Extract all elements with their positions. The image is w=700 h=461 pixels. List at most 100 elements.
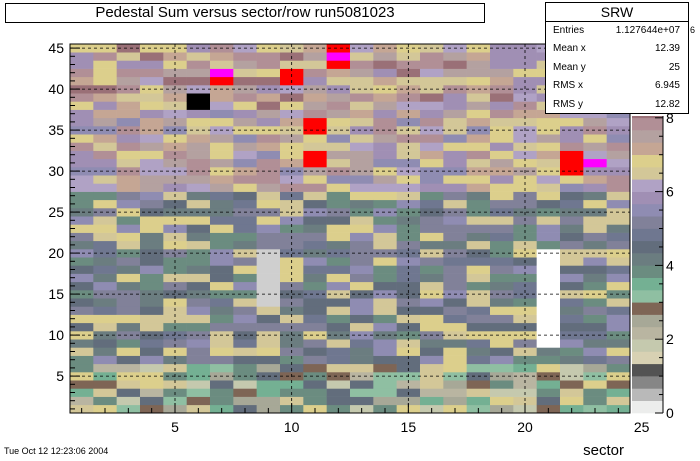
heatmap-cell	[116, 232, 141, 242]
heatmap-cell	[93, 101, 117, 110]
heatmap-cell	[536, 167, 561, 176]
heatmap-cell	[93, 76, 117, 86]
color-scale-bin	[632, 277, 663, 291]
heatmap-cell	[280, 44, 304, 53]
heatmap-cell	[116, 208, 141, 217]
heatmap-cell	[93, 331, 117, 340]
heatmap-cell	[396, 93, 421, 102]
heatmap-cell	[140, 85, 164, 94]
heatmap-cell	[606, 388, 631, 397]
color-scale-bin	[632, 216, 663, 229]
heatmap-cell	[186, 380, 211, 389]
heatmap-cell	[256, 76, 281, 86]
heatmap-cell	[303, 232, 327, 242]
heatmap-cell	[513, 331, 537, 340]
heatmap-cell	[303, 76, 327, 86]
heatmap-cell	[513, 158, 537, 168]
stats-row-rms-x: RMS x 6.945	[546, 77, 688, 95]
heatmap-cell	[163, 183, 187, 192]
heatmap-cell	[466, 68, 491, 78]
heatmap-cell	[443, 101, 467, 110]
heatmap-cell	[303, 322, 327, 332]
heatmap-cell	[560, 232, 584, 242]
heatmap-cell	[373, 85, 397, 94]
heatmap-cell	[93, 257, 117, 266]
heatmap-cell	[420, 363, 444, 373]
heatmap-cell	[186, 339, 211, 348]
heatmap-cell	[140, 372, 164, 381]
heatmap-cell	[326, 396, 351, 406]
color-scale-bin	[632, 351, 663, 365]
heatmap-cell	[583, 273, 607, 283]
heatmap-cell	[186, 347, 211, 356]
heatmap-cell	[140, 347, 164, 356]
color-scale-bin	[632, 326, 663, 340]
heatmap-cell	[536, 265, 561, 274]
heatmap-cell	[116, 76, 141, 86]
heatmap-cell	[93, 339, 117, 348]
heatmap-cell	[420, 191, 444, 201]
heatmap-cell	[350, 216, 374, 225]
heatmap-cell	[93, 216, 117, 225]
heatmap-cell	[606, 224, 631, 233]
heatmap-cell	[536, 216, 561, 225]
heatmap-cell	[373, 109, 397, 119]
heatmap-cell	[326, 183, 351, 192]
heatmap-cell	[373, 240, 397, 250]
heatmap-cell	[116, 101, 141, 110]
heatmap-cell	[513, 314, 537, 324]
heatmap-cell	[606, 257, 631, 266]
heatmap-cell	[210, 175, 234, 184]
heatmap-cell	[326, 322, 351, 332]
heatmap-cell	[186, 93, 211, 102]
heatmap-cell	[373, 232, 397, 242]
heatmap-cell	[420, 232, 444, 242]
heatmap-cell	[466, 76, 491, 86]
heatmap-cell	[210, 117, 234, 127]
heatmap-cell	[350, 314, 374, 324]
heatmap-cell	[163, 85, 187, 94]
heatmap-cell	[186, 134, 211, 143]
heatmap-cell	[560, 372, 584, 381]
color-scale-bin	[632, 265, 663, 278]
heatmap-cell	[443, 175, 467, 184]
heatmap-cell	[350, 347, 374, 356]
heatmap-cell	[186, 298, 211, 307]
heatmap-cell	[210, 388, 234, 397]
heatmap-cell	[396, 199, 421, 209]
heatmap-cell	[420, 150, 444, 160]
heatmap-cell	[466, 142, 491, 151]
heatmap-cell	[536, 158, 561, 168]
heatmap-cell	[303, 158, 327, 168]
heatmap-cell	[140, 117, 164, 127]
heatmap-cell	[233, 306, 257, 315]
heatmap-cell	[536, 224, 561, 233]
heatmap-cell	[116, 175, 141, 184]
heatmap-cell	[233, 191, 257, 201]
heatmap-cell	[303, 396, 327, 406]
heatmap-cell	[256, 339, 281, 348]
heatmap-cell	[396, 68, 421, 78]
heatmap-cell	[303, 134, 327, 143]
y-tick-label: 25	[48, 204, 64, 220]
heatmap-cell	[513, 339, 537, 348]
heatmap-cell	[256, 363, 281, 373]
heatmap-cell	[490, 306, 514, 315]
heatmap-cell	[560, 240, 584, 250]
heatmap-cell	[536, 191, 561, 201]
heatmap-cell	[443, 363, 467, 373]
heatmap-cell	[350, 265, 374, 274]
heatmap-cell	[560, 380, 584, 389]
heatmap-cell	[233, 183, 257, 192]
heatmap-cell	[466, 232, 491, 242]
heatmap-cell	[490, 298, 514, 307]
heatmap-cell	[513, 355, 537, 365]
heatmap-cell	[140, 142, 164, 151]
heatmap-cell	[140, 249, 164, 258]
heatmap-cell	[163, 199, 187, 209]
heatmap-cell	[116, 93, 141, 102]
heatmap-cell	[140, 224, 164, 233]
heatmap-cell	[303, 281, 327, 291]
heatmap-cell	[140, 306, 164, 315]
